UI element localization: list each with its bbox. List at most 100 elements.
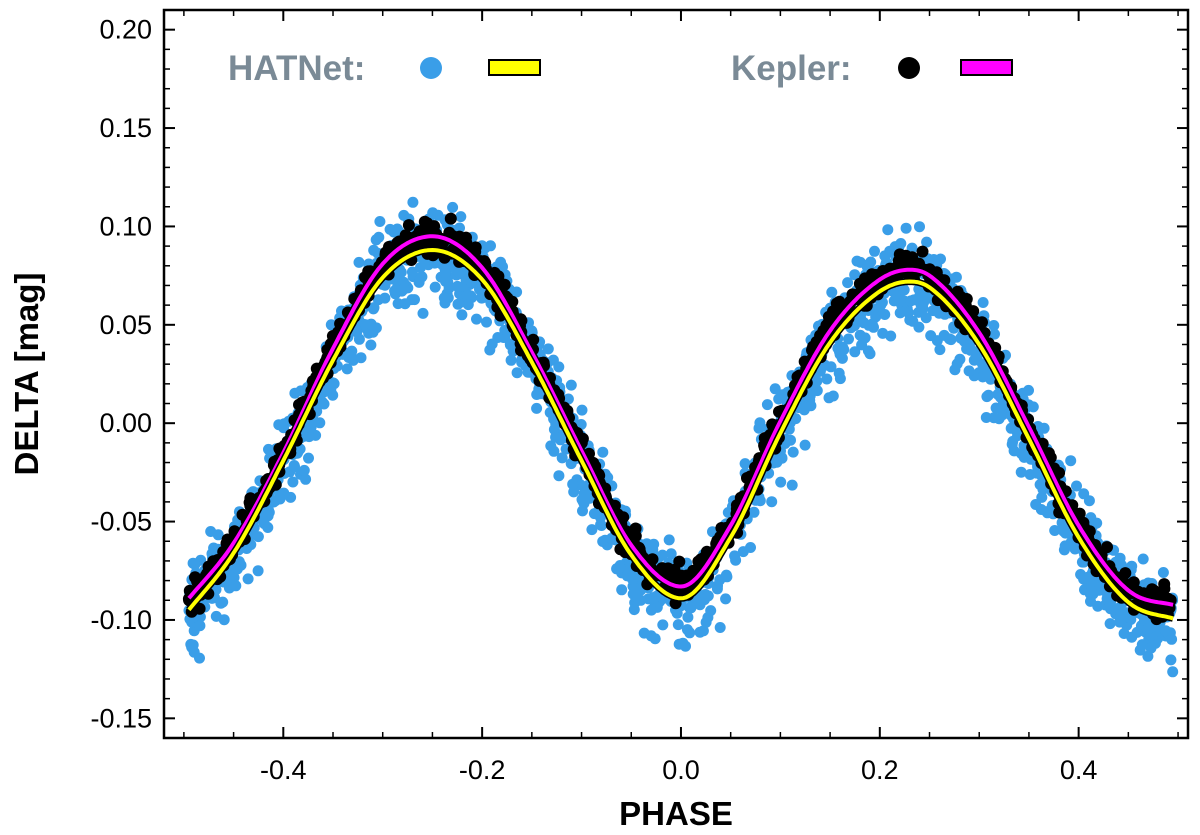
hatnet-point — [1145, 642, 1157, 654]
hatnet-point — [821, 373, 833, 385]
hatnet-point — [988, 412, 1000, 424]
hatnet-point — [504, 339, 516, 351]
hatnet-point — [1104, 618, 1116, 630]
hatnet-point — [1136, 639, 1148, 651]
hatnet-point — [289, 461, 300, 473]
x-tick-label: -0.4 — [260, 755, 307, 785]
hatnet-point — [902, 307, 914, 319]
legend-hatnet-line — [488, 59, 541, 76]
legend-kepler-marker — [898, 57, 920, 79]
y-tick-label: 0.00 — [99, 408, 152, 438]
hatnet-point — [355, 352, 367, 364]
hatnet-point — [189, 558, 201, 570]
hatnet-point — [497, 261, 508, 273]
hatnet-point — [965, 344, 977, 356]
kepler-point — [662, 562, 675, 575]
hatnet-point — [638, 627, 650, 639]
hatnet-point — [720, 593, 732, 605]
hatnet-point — [567, 478, 579, 490]
hatnet-point — [988, 320, 1000, 331]
hatnet-point — [492, 332, 504, 343]
hatnet-point — [447, 201, 459, 213]
hatnet-point — [748, 506, 760, 518]
hatnet-point — [215, 597, 227, 609]
hatnet-point — [576, 404, 588, 416]
hatnet-point — [413, 276, 425, 288]
hatnet-point — [849, 346, 861, 358]
hatnet-point — [1165, 654, 1177, 666]
hatnet-point — [858, 317, 870, 329]
hatnet-point — [1036, 491, 1048, 503]
hatnet-point — [925, 330, 937, 342]
hatnet-point — [353, 256, 365, 268]
hatnet-point — [1083, 495, 1095, 507]
hatnet-point — [595, 519, 607, 531]
hatnet-point — [365, 318, 377, 330]
hatnet-point — [665, 548, 677, 560]
hatnet-point — [702, 590, 714, 602]
hatnet-point — [212, 529, 224, 541]
hatnet-point — [769, 383, 781, 395]
hatnet-point — [720, 569, 732, 581]
hatnet-point — [303, 452, 314, 464]
hatnet-point — [773, 393, 785, 405]
hatnet-point — [252, 531, 264, 543]
y-axis-ticks: 0.20 0.15 0.10 0.05 0.00 -0.05 -0.10 -0.15 — [90, 15, 1188, 733]
hatnet-point — [1114, 611, 1126, 623]
hatnet-point — [346, 351, 358, 363]
hatnet-point — [838, 344, 850, 356]
x-tick-label: -0.2 — [459, 755, 506, 785]
hatnet-point — [274, 493, 286, 505]
hatnet-point — [406, 266, 418, 278]
hatnet-point — [804, 390, 816, 402]
hatnet-point — [712, 580, 723, 592]
hatnet-point — [455, 211, 467, 223]
hatnet-point — [1126, 631, 1138, 643]
hatnet-point — [318, 398, 330, 410]
hatnet-point — [1137, 553, 1149, 565]
hatnet-point — [586, 524, 598, 536]
hatnet-point — [440, 275, 451, 287]
legend-hatnet-label: HATNet: — [228, 49, 365, 88]
hatnet-point — [252, 565, 264, 577]
hatnet-point — [651, 590, 663, 602]
hatnet-point — [977, 297, 989, 308]
hatnet-point — [429, 281, 441, 293]
hatnet-point — [682, 611, 694, 623]
hatnet-point — [614, 561, 625, 573]
hatnet-point — [1049, 525, 1061, 536]
kepler-point — [1158, 582, 1171, 595]
hatnet-point — [367, 303, 379, 315]
hatnet-point — [898, 284, 910, 296]
kepler-point — [444, 212, 457, 225]
hatnet-point — [370, 234, 382, 246]
hatnet-point — [194, 652, 205, 664]
hatnet-point — [407, 196, 419, 208]
hatnet-point — [977, 371, 989, 383]
hatnet-point — [753, 422, 765, 434]
x-tick-label: 0.0 — [662, 755, 700, 785]
hatnet-point — [917, 303, 929, 314]
hatnet-point — [1114, 552, 1126, 564]
hatnet-point — [834, 373, 846, 385]
hatnet-point — [775, 476, 787, 488]
hatnet-point — [805, 400, 817, 412]
hatnet-point — [730, 554, 742, 566]
hatnet-point — [230, 580, 242, 592]
hatnet-point — [705, 605, 717, 617]
y-tick-label: 0.05 — [99, 310, 152, 340]
hatnet-point — [851, 255, 863, 267]
hatnet-point — [894, 307, 906, 319]
hatnet-point — [479, 242, 491, 254]
legend-hatnet-marker — [420, 57, 442, 79]
hatnet-point — [799, 439, 811, 451]
y-tick-label: -0.15 — [90, 703, 152, 733]
hatnet-point — [900, 222, 912, 234]
hatnet-point — [776, 452, 788, 464]
hatnet-point — [616, 584, 628, 596]
hatnet-point — [1157, 567, 1169, 578]
hatnet-point — [895, 238, 907, 249]
hatnet-point — [920, 312, 932, 324]
hatnet-point — [1031, 467, 1042, 479]
hatnet-point — [697, 625, 709, 637]
